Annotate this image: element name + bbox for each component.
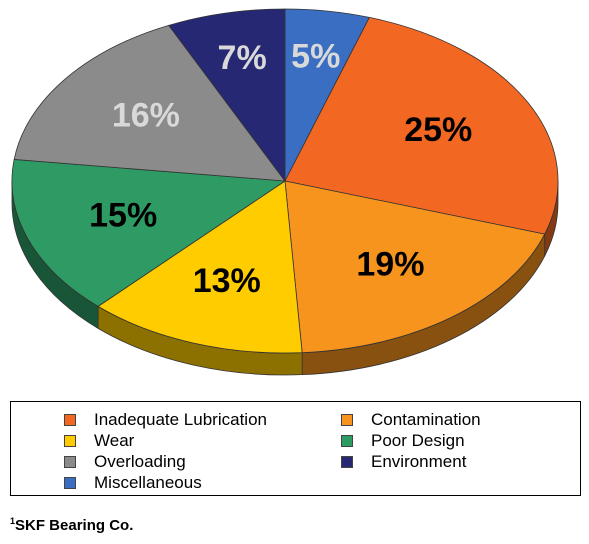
data-label-environment: 7% <box>218 39 267 77</box>
legend-label-poor-design: Poor Design <box>371 431 465 450</box>
data-label-wear: 13% <box>193 262 261 300</box>
legend-swatch-wear <box>64 435 76 447</box>
footnote: 1SKF Bearing Co. <box>10 516 133 534</box>
legend-swatch-inadequate-lubrication <box>64 414 76 426</box>
legend-swatch-poor-design <box>341 435 353 447</box>
footnote-text: SKF Bearing Co. <box>15 517 134 534</box>
pie-chart: 5% 25% 19% 13% 15% 16% 7% <box>11 8 559 376</box>
legend-label-wear: Wear <box>94 431 135 450</box>
data-label-poor-design: 15% <box>89 197 157 235</box>
legend-label-miscellaneous: Miscellaneous <box>94 473 202 492</box>
pie-slice-environment <box>168 8 286 183</box>
data-label-miscellaneous: 5% <box>291 38 340 76</box>
pie-slice-contamination <box>284 180 546 354</box>
legend-swatch-contamination <box>341 414 353 426</box>
legend-label-inadequate-lubrication: Inadequate Lubrication <box>94 410 267 429</box>
legend-swatch-miscellaneous <box>64 477 76 489</box>
legend-label-contamination: Contamination <box>371 410 481 429</box>
legend-swatch-environment <box>341 456 353 468</box>
pie-slice-wear <box>97 180 303 354</box>
legend-label-environment: Environment <box>371 452 467 471</box>
pie-slice-inadequate-lubrication <box>284 16 559 235</box>
data-label-overloading: 16% <box>112 96 180 134</box>
data-label-inadequate-lubrication: 25% <box>404 111 472 149</box>
chart-legend: Inadequate Lubrication Contamination Wear P… <box>10 401 581 496</box>
pie-slice-poor-design <box>11 159 287 307</box>
footnote-marker: 1 <box>10 516 16 526</box>
legend-swatch-overloading <box>64 456 76 468</box>
data-label-contamination: 19% <box>356 246 424 284</box>
legend-label-overloading: Overloading <box>94 452 186 471</box>
pie-slice-overloading <box>13 24 286 182</box>
